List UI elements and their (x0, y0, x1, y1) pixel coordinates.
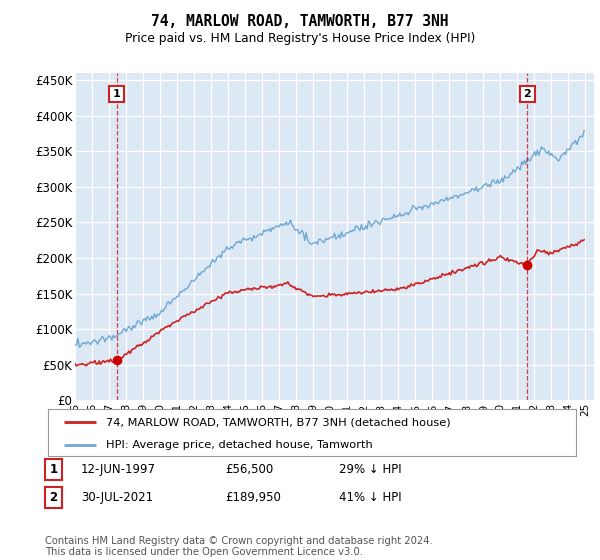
Text: 1: 1 (49, 463, 58, 477)
Text: Contains HM Land Registry data © Crown copyright and database right 2024.
This d: Contains HM Land Registry data © Crown c… (45, 535, 433, 557)
Text: 30-JUL-2021: 30-JUL-2021 (81, 491, 153, 504)
Text: 41% ↓ HPI: 41% ↓ HPI (339, 491, 401, 504)
Text: 29% ↓ HPI: 29% ↓ HPI (339, 463, 401, 477)
Text: HPI: Average price, detached house, Tamworth: HPI: Average price, detached house, Tamw… (106, 440, 373, 450)
Text: 1: 1 (113, 89, 121, 99)
Text: 74, MARLOW ROAD, TAMWORTH, B77 3NH (detached house): 74, MARLOW ROAD, TAMWORTH, B77 3NH (deta… (106, 417, 451, 427)
Text: 2: 2 (49, 491, 58, 504)
Text: 74, MARLOW ROAD, TAMWORTH, B77 3NH: 74, MARLOW ROAD, TAMWORTH, B77 3NH (151, 14, 449, 29)
Text: £189,950: £189,950 (225, 491, 281, 504)
Text: 2: 2 (523, 89, 531, 99)
Text: £56,500: £56,500 (225, 463, 273, 477)
Text: 12-JUN-1997: 12-JUN-1997 (81, 463, 156, 477)
Text: Price paid vs. HM Land Registry's House Price Index (HPI): Price paid vs. HM Land Registry's House … (125, 32, 475, 45)
